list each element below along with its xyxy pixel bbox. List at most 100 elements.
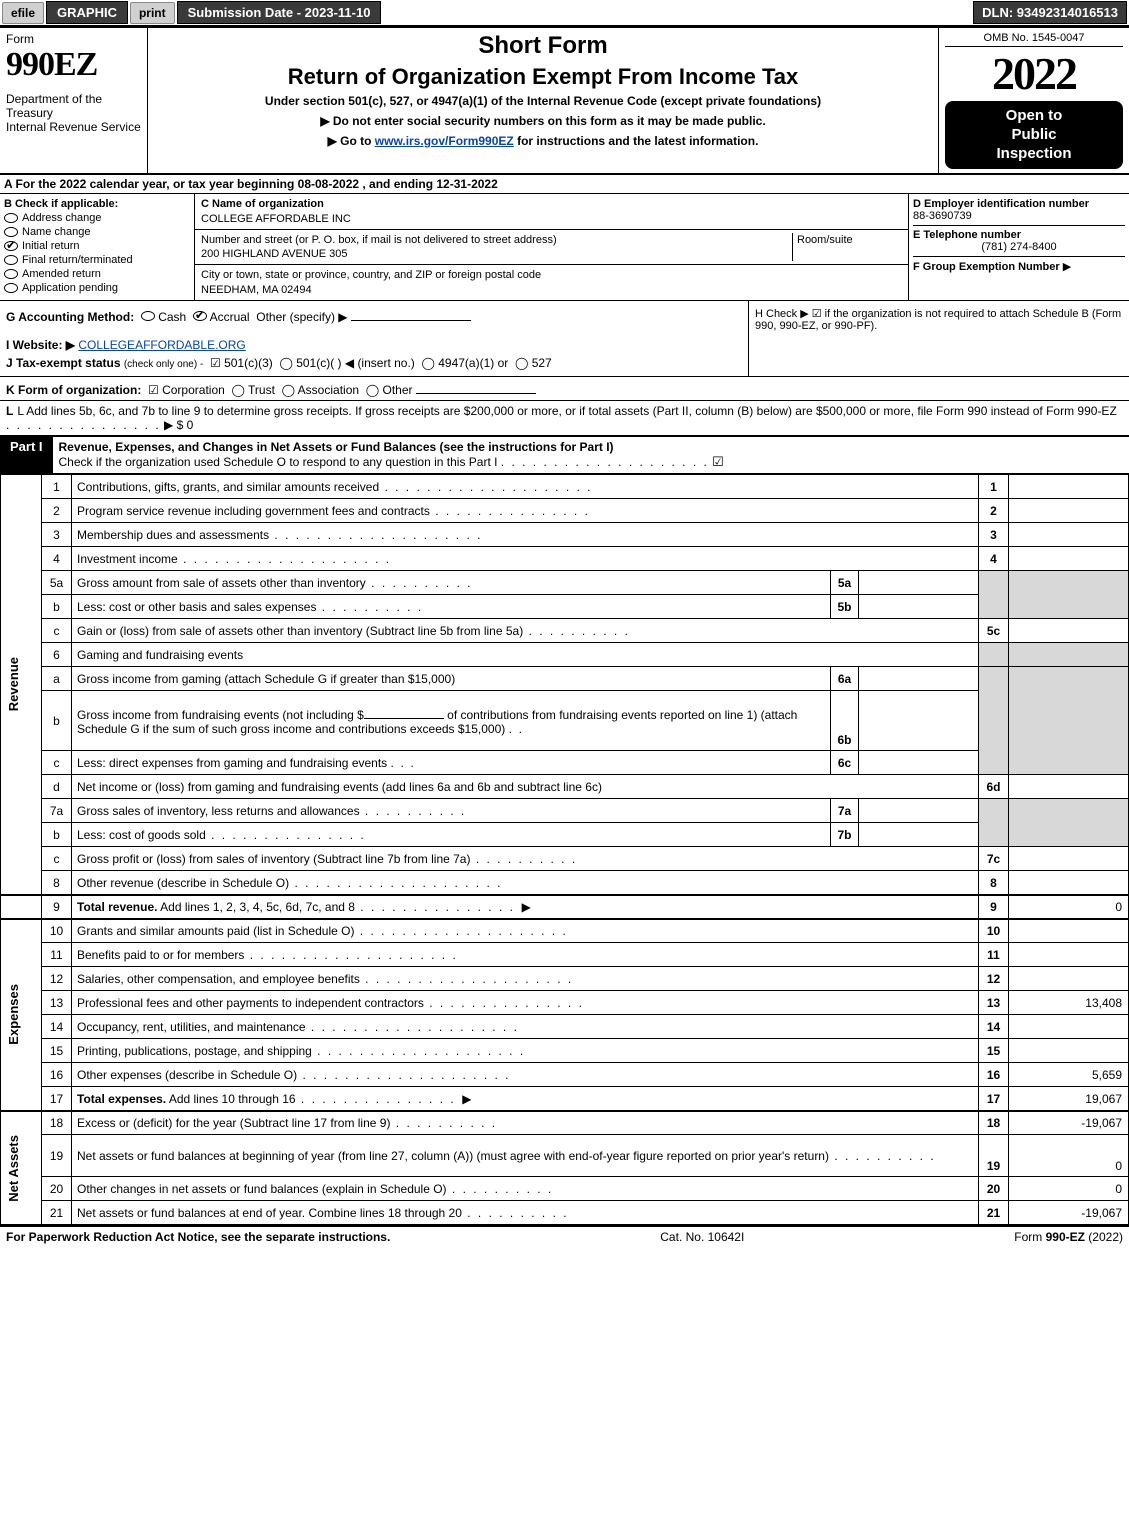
chk-application-pending-label: Application pending xyxy=(22,282,118,294)
l1-desc: Contributions, gifts, grants, and simila… xyxy=(72,475,979,499)
go-to-line: ▶ Go to www.irs.gov/Form990EZ for instru… xyxy=(158,134,928,148)
l9-vcell xyxy=(1,895,42,919)
footer-center: Cat. No. 10642I xyxy=(660,1230,744,1244)
chk-name-change-label: Name change xyxy=(22,226,91,238)
k-trust[interactable]: ◯ Trust xyxy=(231,383,274,397)
l19-num: 19 xyxy=(979,1135,1009,1177)
l5ab-shade xyxy=(979,571,1009,619)
l14-desc: Occupancy, rent, utilities, and maintena… xyxy=(72,1015,979,1039)
l10-n: 10 xyxy=(42,919,72,943)
k-association[interactable]: ◯ Association xyxy=(282,383,359,397)
j-501c[interactable]: ◯ 501(c)( ) ◀ (insert no.) xyxy=(279,356,414,370)
j-4947[interactable]: ◯ 4947(a)(1) or xyxy=(421,356,508,370)
j-501c3[interactable]: ☑ 501(c)(3) xyxy=(210,356,273,370)
l6d-desc: Net income or (loss) from gaming and fun… xyxy=(72,775,979,799)
l11-n: 11 xyxy=(42,943,72,967)
l12-desc: Salaries, other compensation, and employ… xyxy=(72,967,979,991)
chk-address-change[interactable]: Address change xyxy=(4,212,190,224)
l12-val xyxy=(1009,967,1129,991)
l-amount: 0 xyxy=(187,418,194,432)
part1-checkbox[interactable]: ☑ xyxy=(712,454,724,469)
l20-val: 0 xyxy=(1009,1177,1129,1201)
l2-num: 2 xyxy=(979,499,1009,523)
l1-val xyxy=(1009,475,1129,499)
city-label: City or town, state or province, country… xyxy=(201,269,541,281)
other-specify-field[interactable] xyxy=(351,307,471,321)
l6d-num: 6d xyxy=(979,775,1009,799)
l7a-desc: Gross sales of inventory, less returns a… xyxy=(72,799,831,823)
l6-desc: Gaming and fundraising events xyxy=(72,643,979,667)
website-link[interactable]: COLLEGEAFFORDABLE.ORG xyxy=(78,338,245,352)
j-527[interactable]: ◯ 527 xyxy=(515,356,552,370)
l17-n: 17 xyxy=(42,1087,72,1111)
go-to-prefix: ▶ Go to xyxy=(328,134,375,148)
go-to-link[interactable]: www.irs.gov/Form990EZ xyxy=(375,134,514,148)
label-i: I Website: ▶ xyxy=(6,338,75,352)
header-right: OMB No. 1545-0047 2022 Open to Public In… xyxy=(939,28,1129,173)
l14-val xyxy=(1009,1015,1129,1039)
l5b-n: b xyxy=(42,595,72,619)
l3-n: 3 xyxy=(42,523,72,547)
netassets-vlabel-cell: Net Assets xyxy=(1,1111,42,1225)
l8-val xyxy=(1009,871,1129,895)
l18-n: 18 xyxy=(42,1111,72,1135)
chk-amended-return[interactable]: Amended return xyxy=(4,268,190,280)
l6d-n: d xyxy=(42,775,72,799)
l4-val xyxy=(1009,547,1129,571)
l6d-val xyxy=(1009,775,1129,799)
chk-cash[interactable] xyxy=(141,311,155,321)
chk-address-change-label: Address change xyxy=(22,212,102,224)
phone-value: (781) 274-8400 xyxy=(913,241,1125,253)
l15-n: 15 xyxy=(42,1039,72,1063)
section-c: C Name of organization COLLEGE AFFORDABL… xyxy=(195,194,909,300)
section-b: B Check if applicable: Address change Na… xyxy=(0,194,195,300)
l9-val: 0 xyxy=(1009,895,1129,919)
chk-application-pending[interactable]: Application pending xyxy=(4,282,190,294)
info-grid: B Check if applicable: Address change Na… xyxy=(0,194,1129,301)
l6a-subval xyxy=(859,667,979,691)
l4-desc: Investment income xyxy=(72,547,979,571)
k-corporation[interactable]: ☑ Corporation xyxy=(148,383,225,397)
label-k: K Form of organization: xyxy=(6,383,141,397)
l8-n: 8 xyxy=(42,871,72,895)
l7ab-shade xyxy=(979,799,1009,847)
chk-initial-return-label: Initial return xyxy=(22,240,79,252)
efile-button[interactable]: efile xyxy=(2,2,44,24)
chk-initial-return[interactable]: Initial return xyxy=(4,240,190,252)
l17-num: 17 xyxy=(979,1087,1009,1111)
graphic-button[interactable]: GRAPHIC xyxy=(46,1,128,24)
arrow-f: ▶ xyxy=(1063,261,1071,273)
room-suite-label: Room/suite xyxy=(792,233,902,262)
l10-num: 10 xyxy=(979,919,1009,943)
l7a-subval xyxy=(859,799,979,823)
k-other[interactable]: ◯ Other xyxy=(366,383,413,397)
footer-left: For Paperwork Reduction Act Notice, see … xyxy=(6,1230,390,1244)
l7a-n: 7a xyxy=(42,799,72,823)
chk-final-return[interactable]: Final return/terminated xyxy=(4,254,190,266)
header-left: Form 990EZ Department of the Treasury In… xyxy=(0,28,148,173)
l9-desc: Total revenue. Add lines 1, 2, 3, 4, 5c,… xyxy=(72,895,979,919)
l10-desc: Grants and similar amounts paid (list in… xyxy=(72,919,979,943)
chk-name-change[interactable]: Name change xyxy=(4,226,190,238)
l17-desc: Total expenses. Add lines 10 through 16 … xyxy=(72,1087,979,1111)
l21-n: 21 xyxy=(42,1201,72,1225)
k-other-field[interactable] xyxy=(416,380,536,394)
l19-desc: Net assets or fund balances at beginning… xyxy=(72,1135,979,1177)
l6c-subval xyxy=(859,751,979,775)
chk-accrual[interactable] xyxy=(193,311,207,321)
l17-val: 19,067 xyxy=(1009,1087,1129,1111)
l1-num: 1 xyxy=(979,475,1009,499)
l6b-contrib-field[interactable] xyxy=(364,705,444,719)
print-button[interactable]: print xyxy=(130,2,175,24)
part1-header-row: Part I Revenue, Expenses, and Changes in… xyxy=(0,437,1129,474)
section-gh: G Accounting Method: Cash Accrual Other … xyxy=(0,301,1129,377)
dln-badge: DLN: 93492314016513 xyxy=(973,1,1127,24)
l5ab-shade-val xyxy=(1009,571,1129,619)
l16-desc: Other expenses (describe in Schedule O) xyxy=(72,1063,979,1087)
form-header: Form 990EZ Department of the Treasury In… xyxy=(0,28,1129,175)
section-b-title: B Check if applicable: xyxy=(4,198,190,210)
ein-value: 88-3690739 xyxy=(913,210,972,222)
inspection-line3: Inspection xyxy=(949,145,1119,164)
under-section-text: Under section 501(c), 527, or 4947(a)(1)… xyxy=(158,94,928,108)
omb-number: OMB No. 1545-0047 xyxy=(945,32,1123,47)
